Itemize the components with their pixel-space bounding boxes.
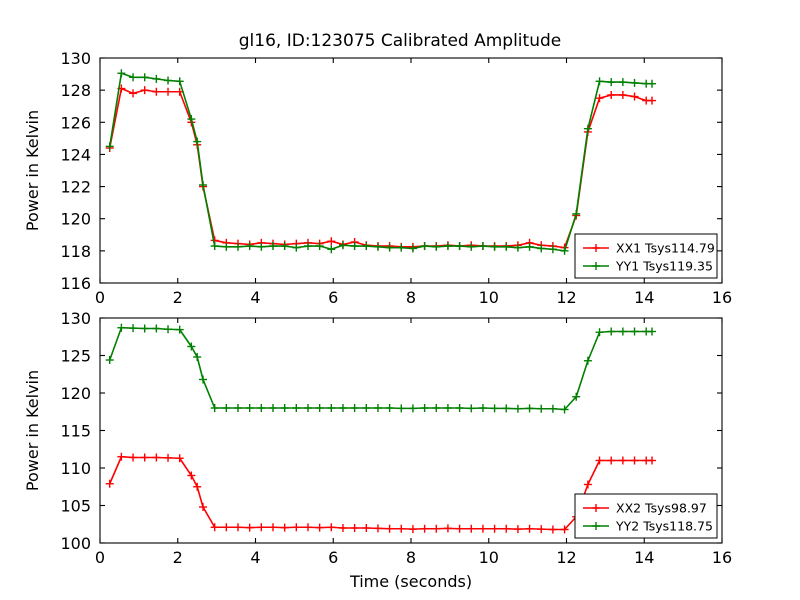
series-markers-2	[105, 323, 657, 414]
y-tick-label: 115	[60, 422, 91, 441]
x-tick-label: 14	[634, 288, 654, 307]
x-tick-label: 10	[479, 288, 499, 307]
y-axis-label: Power in Kelvin	[23, 370, 42, 491]
x-tick-label: 8	[406, 548, 416, 567]
x-tick-label: 16	[712, 288, 732, 307]
y-axis-label: Power in Kelvin	[23, 110, 42, 231]
legend-label-2: YY2 Tsys118.75	[615, 519, 713, 534]
legend-label-2: YY1 Tsys119.35	[615, 259, 713, 274]
legend-background	[574, 493, 718, 539]
y-tick-label: 125	[60, 347, 91, 366]
y-tick-label: 122	[60, 178, 91, 197]
legend[interactable]: XX1 Tsys114.79 YY1 Tsys119.35	[574, 233, 718, 279]
x-tick-label: 6	[328, 288, 338, 307]
x-tick-label: 6	[328, 548, 338, 567]
chart-panel-bottom: 0 2 4 6 8 10 12 14 16 100 105 110 115 120 125 130 Power …	[23, 309, 732, 591]
x-tick-label: 4	[250, 288, 260, 307]
y-tick-label: 118	[60, 242, 91, 261]
page-title: gl16, ID:123075 Calibrated Amplitude	[239, 31, 561, 51]
y-tick-label: 116	[60, 274, 91, 293]
y-tick-label: 100	[60, 534, 91, 553]
y-tick-label: 124	[60, 145, 91, 164]
y-tick-label: 105	[60, 497, 91, 516]
legend-label-1: XX1 Tsys114.79	[616, 241, 715, 256]
x-tick-label: 12	[556, 548, 576, 567]
legend[interactable]: XX2 Tsys98.97 YY2 Tsys118.75	[574, 493, 718, 539]
x-tick-label: 4	[250, 548, 260, 567]
x-axis-label: Time (seconds)	[349, 572, 472, 591]
y-tick-label: 128	[60, 81, 91, 100]
y-tick-label: 130	[60, 49, 91, 68]
x-tick-label: 0	[95, 288, 105, 307]
x-tick-label: 8	[406, 288, 416, 307]
x-tick-label: 10	[479, 548, 499, 567]
x-tick-label: 12	[556, 288, 576, 307]
x-tick-label: 14	[634, 548, 654, 567]
x-tick-label: 0	[95, 548, 105, 567]
x-tick-label: 2	[173, 548, 183, 567]
y-tick-label: 126	[60, 113, 91, 132]
series-markers-2	[105, 69, 657, 255]
y-tick-label: 120	[60, 384, 91, 403]
legend-background	[574, 233, 718, 279]
x-tick-label: 16	[712, 548, 732, 567]
legend-label-1: XX2 Tsys98.97	[616, 501, 707, 516]
y-tick-label: 120	[60, 210, 91, 229]
x-tick-label: 2	[173, 288, 183, 307]
y-tick-label: 110	[60, 459, 91, 478]
chart-panel-top: 0 2 4 6 8 10 12 14 16 116 118 120 122 124 126 128 130 Pow…	[23, 49, 732, 307]
y-tick-label: 130	[60, 309, 91, 328]
